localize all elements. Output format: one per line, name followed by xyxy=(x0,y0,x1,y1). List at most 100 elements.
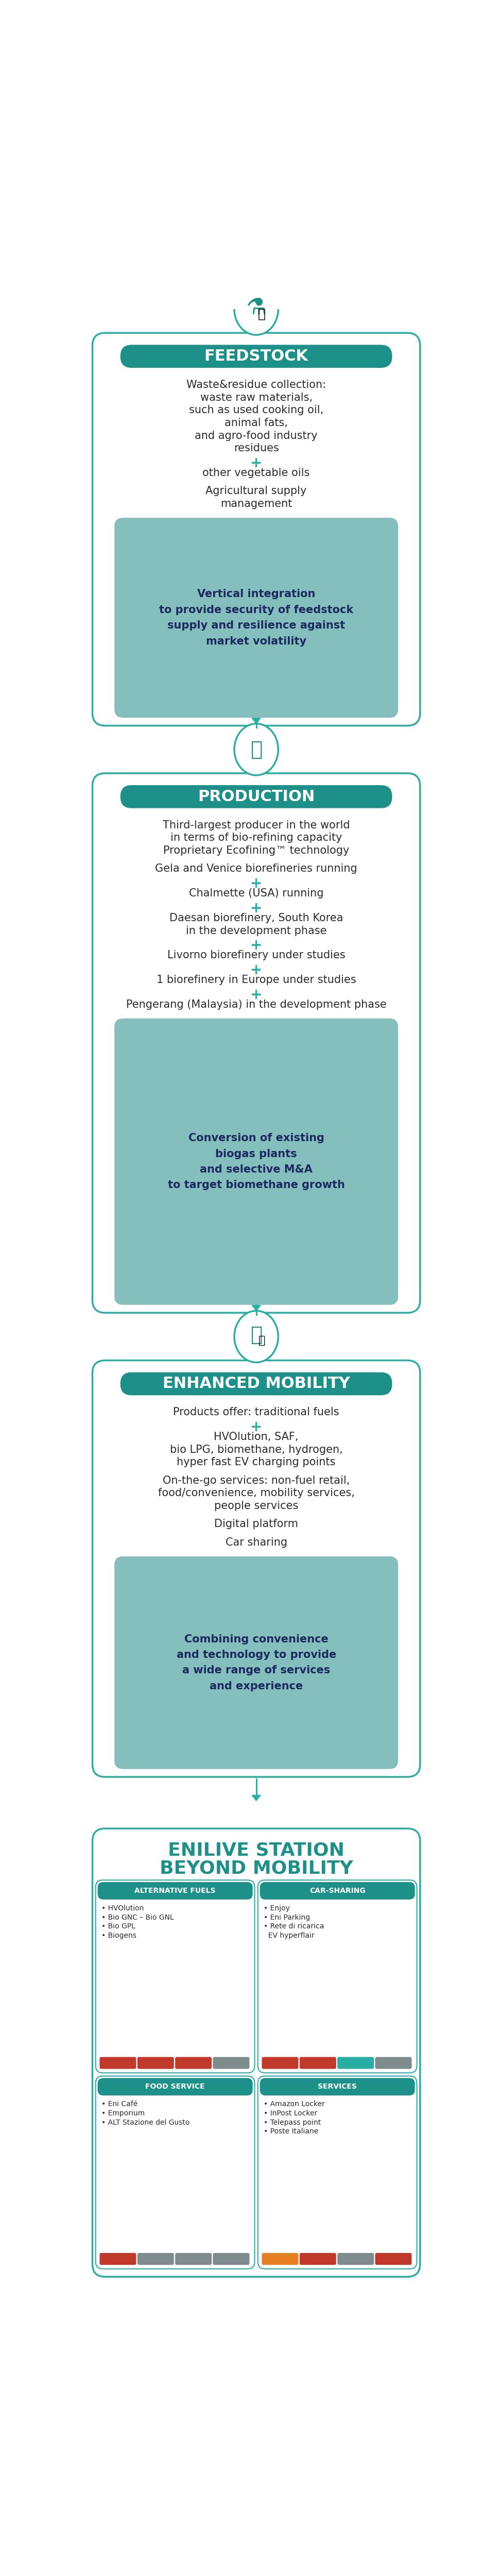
Text: ⚗: ⚗ xyxy=(246,296,266,319)
Text: • Telepass point: • Telepass point xyxy=(264,2120,321,2125)
Text: food/convenience, mobility services,: food/convenience, mobility services, xyxy=(158,1489,354,1499)
Text: Daesan biorefinery, South Korea: Daesan biorefinery, South Korea xyxy=(170,912,343,922)
FancyBboxPatch shape xyxy=(92,332,420,726)
FancyBboxPatch shape xyxy=(138,2254,174,2264)
Text: +: + xyxy=(250,1419,263,1435)
Text: • Eni Parking: • Eni Parking xyxy=(264,1914,310,1922)
Text: SERVICES: SERVICES xyxy=(318,2084,357,2089)
Text: 🏭: 🏭 xyxy=(250,739,263,760)
Text: in terms of bio-refining capacity: in terms of bio-refining capacity xyxy=(171,832,342,842)
Text: Pengerang (Malaysia) in the development phase: Pengerang (Malaysia) in the development … xyxy=(126,999,387,1010)
FancyBboxPatch shape xyxy=(138,2058,174,2069)
Text: PRODUCTION: PRODUCTION xyxy=(198,788,315,804)
Text: • Poste Italiane: • Poste Italiane xyxy=(264,2128,318,2136)
Text: ENHANCED MOBILITY: ENHANCED MOBILITY xyxy=(162,1376,350,1391)
Text: FEEDSTOCK: FEEDSTOCK xyxy=(204,348,308,363)
Text: • InPost Locker: • InPost Locker xyxy=(264,2110,317,2117)
Text: +: + xyxy=(250,902,263,914)
Text: • Emporium: • Emporium xyxy=(101,2110,144,2117)
FancyBboxPatch shape xyxy=(120,345,392,368)
FancyBboxPatch shape xyxy=(96,1880,255,2074)
Text: animal fats,: animal fats, xyxy=(224,417,288,428)
Polygon shape xyxy=(252,1795,260,1801)
Text: people services: people services xyxy=(214,1502,298,1512)
Text: residues: residues xyxy=(234,443,279,453)
Text: Products offer: traditional fuels: Products offer: traditional fuels xyxy=(173,1406,340,1417)
FancyBboxPatch shape xyxy=(262,2058,298,2069)
FancyBboxPatch shape xyxy=(92,773,420,1314)
Text: FOOD SERVICE: FOOD SERVICE xyxy=(146,2084,205,2089)
FancyBboxPatch shape xyxy=(92,1829,420,2277)
Text: +: + xyxy=(250,963,263,976)
FancyBboxPatch shape xyxy=(258,1880,417,2074)
Text: management: management xyxy=(221,500,292,510)
FancyBboxPatch shape xyxy=(115,1556,398,1770)
FancyBboxPatch shape xyxy=(120,1373,392,1396)
Text: 🌿: 🌿 xyxy=(258,1334,266,1345)
FancyBboxPatch shape xyxy=(98,2079,253,2094)
Text: and agro-food industry: and agro-food industry xyxy=(195,430,318,440)
Text: • Bio GNC – Bio GNL: • Bio GNC – Bio GNL xyxy=(101,1914,174,1922)
FancyBboxPatch shape xyxy=(258,2076,417,2269)
FancyBboxPatch shape xyxy=(96,2076,255,2269)
Text: 🚗: 🚗 xyxy=(250,1324,263,1345)
FancyBboxPatch shape xyxy=(300,2058,336,2069)
FancyBboxPatch shape xyxy=(175,2058,211,2069)
FancyBboxPatch shape xyxy=(262,2254,298,2264)
Text: Waste&residue collection:: Waste&residue collection: xyxy=(186,379,326,389)
Text: • Rete di ricarica: • Rete di ricarica xyxy=(264,1922,324,1929)
Text: Third-largest producer in the world: Third-largest producer in the world xyxy=(162,819,350,829)
Text: • Biogens: • Biogens xyxy=(101,1932,136,1940)
Text: • Bio GPL: • Bio GPL xyxy=(101,1922,135,1929)
Text: bio LPG, biomethane, hydrogen,: bio LPG, biomethane, hydrogen, xyxy=(170,1445,342,1455)
FancyBboxPatch shape xyxy=(213,2058,250,2069)
FancyBboxPatch shape xyxy=(260,2079,415,2094)
Text: Conversion of existing
biogas plants
and selective M&A
to target biomethane grow: Conversion of existing biogas plants and… xyxy=(168,1133,345,1190)
FancyBboxPatch shape xyxy=(120,786,392,809)
Text: Combining convenience
and technology to provide
a wide range of services
and exp: Combining convenience and technology to … xyxy=(176,1633,336,1692)
FancyBboxPatch shape xyxy=(375,2254,412,2264)
FancyBboxPatch shape xyxy=(115,518,398,719)
Text: 🌿: 🌿 xyxy=(258,307,266,319)
FancyBboxPatch shape xyxy=(300,2254,336,2264)
Text: On-the-go services: non-fuel retail,: On-the-go services: non-fuel retail, xyxy=(162,1476,350,1486)
Text: Car sharing: Car sharing xyxy=(226,1538,287,1548)
Text: CAR-SHARING: CAR-SHARING xyxy=(310,1888,366,1893)
FancyBboxPatch shape xyxy=(92,1360,420,1777)
Text: • Eni Café: • Eni Café xyxy=(101,2099,138,2107)
Ellipse shape xyxy=(234,1311,278,1363)
FancyBboxPatch shape xyxy=(213,2254,250,2264)
Text: 1 biorefinery in Europe under studies: 1 biorefinery in Europe under studies xyxy=(156,974,356,984)
Ellipse shape xyxy=(234,724,278,775)
Text: Proprietary Ecofining™ technology: Proprietary Ecofining™ technology xyxy=(163,845,350,855)
FancyBboxPatch shape xyxy=(375,2058,412,2069)
Text: ENILIVE STATION: ENILIVE STATION xyxy=(168,1842,344,1860)
Text: Livorno biorefinery under studies: Livorno biorefinery under studies xyxy=(167,951,346,961)
FancyBboxPatch shape xyxy=(338,2058,374,2069)
Text: Chalmette (USA) running: Chalmette (USA) running xyxy=(189,889,324,899)
Text: EV hyperflair: EV hyperflair xyxy=(264,1932,314,1940)
Text: HVOlution, SAF,: HVOlution, SAF, xyxy=(214,1432,298,1443)
Text: • HVOlution: • HVOlution xyxy=(101,1904,144,1911)
Text: in the development phase: in the development phase xyxy=(186,925,326,935)
Text: waste raw materials,: waste raw materials, xyxy=(200,392,312,402)
Text: such as used cooking oil,: such as used cooking oil, xyxy=(189,404,324,415)
FancyBboxPatch shape xyxy=(100,2254,136,2264)
FancyBboxPatch shape xyxy=(98,1883,253,1899)
FancyBboxPatch shape xyxy=(115,1018,398,1306)
Text: +: + xyxy=(250,987,263,1002)
Polygon shape xyxy=(252,719,260,724)
Text: • ALT Stazione del Gusto: • ALT Stazione del Gusto xyxy=(101,2120,190,2125)
Text: ALTERNATIVE FUELS: ALTERNATIVE FUELS xyxy=(134,1888,216,1893)
Text: hyper fast EV charging points: hyper fast EV charging points xyxy=(177,1458,336,1468)
Text: other vegetable oils: other vegetable oils xyxy=(203,469,310,479)
Ellipse shape xyxy=(234,283,278,335)
Text: Vertical integration
to provide security of feedstock
supply and resilience agai: Vertical integration to provide security… xyxy=(159,590,354,647)
Text: Digital platform: Digital platform xyxy=(214,1520,298,1530)
Text: +: + xyxy=(250,456,263,471)
Text: Gela and Venice biorefineries running: Gela and Venice biorefineries running xyxy=(155,863,358,873)
Text: BEYOND MOBILITY: BEYOND MOBILITY xyxy=(160,1860,353,1878)
FancyBboxPatch shape xyxy=(100,2058,136,2069)
Text: +: + xyxy=(250,938,263,953)
FancyBboxPatch shape xyxy=(338,2254,374,2264)
